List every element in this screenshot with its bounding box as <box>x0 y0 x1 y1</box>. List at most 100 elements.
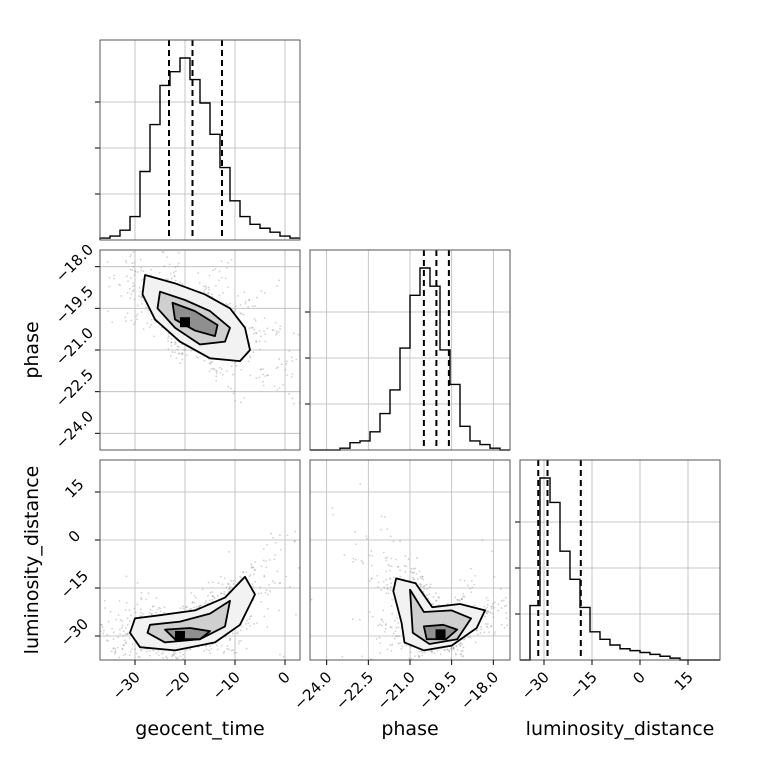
scatter-point <box>446 603 449 605</box>
scatter-point <box>121 620 124 622</box>
scatter-point <box>172 271 175 274</box>
scatter-point <box>145 650 148 653</box>
scatter-point <box>226 644 229 647</box>
scatter-point <box>121 648 124 651</box>
scatter-point <box>240 639 242 642</box>
scatter-point <box>122 654 125 657</box>
scatter-point <box>133 607 136 610</box>
scatter-point <box>473 604 476 607</box>
scatter-point <box>167 337 169 340</box>
scatter-point <box>421 575 424 578</box>
scatter-point <box>395 558 397 561</box>
scatter-point <box>178 352 181 355</box>
scatter-point <box>463 579 466 582</box>
scatter-point <box>136 304 139 307</box>
scatter-point <box>242 313 245 316</box>
scatter-point <box>123 644 126 646</box>
scatter-point <box>454 596 457 599</box>
scatter-point <box>93 623 95 625</box>
scatter-point <box>420 577 423 579</box>
scatter-point <box>194 596 197 599</box>
scatter-point <box>236 632 238 635</box>
scatter-point <box>181 358 184 361</box>
scatter-point <box>259 368 262 371</box>
scatter-point <box>243 397 246 399</box>
scatter-point <box>256 622 258 625</box>
scatter-point <box>88 207 90 209</box>
scatter-point <box>470 567 472 570</box>
ytick-label-phase-1: −22.5 <box>52 366 97 411</box>
scatter-point <box>234 308 237 311</box>
scatter-point <box>368 580 371 582</box>
xlabel-luminosity-distance: luminosity_distance <box>526 718 715 740</box>
scatter-point <box>205 287 208 289</box>
scatter-point <box>149 608 152 611</box>
scatter-point <box>204 285 207 288</box>
scatter-point <box>216 595 219 597</box>
scatter-point <box>239 304 242 306</box>
scatter-point <box>490 625 492 628</box>
scatter-point <box>486 610 489 613</box>
scatter-point <box>288 350 291 353</box>
scatter-point <box>216 648 219 651</box>
scatter-point <box>291 397 294 400</box>
scatter-point <box>255 296 258 299</box>
scatter-point <box>133 274 136 276</box>
scatter-point <box>115 618 118 621</box>
scatter-point <box>317 345 319 347</box>
scatter-point <box>386 587 389 589</box>
scatter-point <box>114 651 117 654</box>
scatter-point <box>232 373 234 376</box>
scatter-point <box>250 326 253 329</box>
scatter-point <box>525 611 527 613</box>
scatter-point <box>400 663 402 665</box>
scatter-point <box>167 348 170 351</box>
scatter-point <box>459 653 462 656</box>
scatter-point <box>221 583 224 586</box>
scatter-point <box>382 580 385 583</box>
scatter-point <box>286 374 288 377</box>
scatter-point <box>252 566 255 569</box>
ytick-label-luminosity_distance-0: −30 <box>57 615 92 650</box>
scatter-point <box>448 650 451 653</box>
scatter-point <box>114 650 117 652</box>
scatter-point <box>371 554 374 557</box>
scatter-point <box>278 387 281 389</box>
scatter-point <box>514 606 516 608</box>
scatter-point <box>140 597 143 599</box>
scatter-point <box>172 665 174 667</box>
scatter-point <box>163 611 166 614</box>
scatter-point <box>179 607 182 609</box>
scatter-point <box>437 596 440 598</box>
scatter-point <box>190 608 193 610</box>
scatter-point <box>210 368 213 370</box>
scatter-point <box>105 639 108 642</box>
scatter-point <box>215 372 218 375</box>
scatter-point <box>208 274 211 277</box>
scatter-point <box>177 353 180 355</box>
scatter-point <box>262 547 265 550</box>
scatter-point <box>230 579 233 582</box>
scatter-point <box>119 619 122 621</box>
scatter-point <box>269 590 272 593</box>
scatter-point <box>252 585 255 588</box>
scatter-point <box>493 601 496 604</box>
scatter-point <box>248 575 251 578</box>
scatter-point <box>230 649 233 652</box>
scatter-point <box>136 313 139 316</box>
scatter-point <box>128 287 131 290</box>
scatter-point <box>435 599 438 602</box>
scatter-point <box>164 232 166 234</box>
scatter-point <box>232 579 235 582</box>
scatter-point <box>266 374 269 377</box>
scatter-point <box>255 332 258 335</box>
scatter-point <box>317 384 319 386</box>
scatter-point <box>212 596 215 598</box>
scatter-point <box>418 655 421 658</box>
scatter-point <box>306 335 308 337</box>
scatter-point <box>461 597 463 600</box>
scatter-point <box>430 649 433 652</box>
scatter-point <box>413 655 416 658</box>
scatter-point <box>278 582 281 585</box>
scatter-point <box>218 279 220 282</box>
